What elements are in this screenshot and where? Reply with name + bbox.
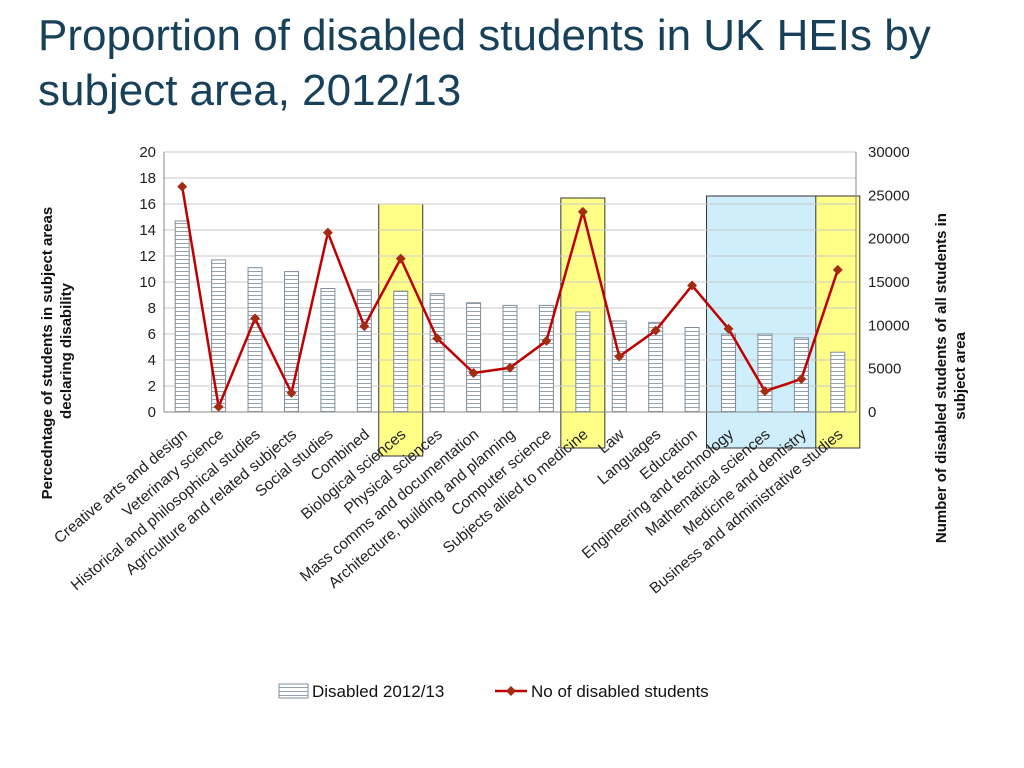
line-point-10 [505, 362, 515, 373]
left-tick-label: 4 [148, 352, 156, 369]
legend-bar-swatch [278, 683, 309, 699]
highlight-box-1 [378, 203, 424, 457]
line-point-11 [541, 335, 552, 346]
right-axis-title-line-1: Number of disabled students of all stude… [933, 213, 950, 543]
line-point-6 [359, 321, 370, 332]
bar-disabled-8 [429, 293, 445, 413]
bar-disabled-1 [174, 220, 190, 413]
left-tick-label: 20 [139, 144, 156, 161]
line-point-12 [577, 206, 588, 217]
left-tick-label: 16 [139, 196, 156, 213]
left-tick-label: 6 [148, 326, 156, 343]
bar-disabled-2 [211, 259, 227, 413]
bar-disabled-9 [466, 302, 482, 413]
right-axis-title-line-2: subject area [952, 332, 969, 420]
left-axis-title: Percedntage of students in subject areas… [39, 203, 75, 500]
bar-disabled-3 [247, 267, 263, 413]
bar-disabled-14 [648, 321, 664, 413]
legend-bar-label: Disabled 2012/13 [312, 682, 444, 701]
line-point-18 [796, 374, 807, 385]
line-point-4 [286, 387, 297, 398]
left-tick-label: 14 [139, 222, 156, 239]
line-point-19 [832, 264, 843, 275]
bar-disabled-19 [830, 351, 846, 413]
line-point-1 [177, 181, 188, 192]
legend-line-marker [506, 686, 516, 696]
legend: Disabled 2012/13 No of disabled students [278, 682, 709, 701]
right-axis-title: Number of disabled students of all stude… [933, 209, 969, 543]
right-tick-label: 25000 [868, 187, 910, 204]
line-point-2 [213, 401, 224, 412]
left-tick-label: 2 [148, 378, 156, 395]
bar-disabled-12 [575, 311, 591, 413]
right-tick-label: 0 [868, 404, 876, 421]
left-axis-title-line-2: declaring disability [58, 282, 75, 419]
bar-disabled-5 [320, 288, 336, 413]
line-point-17 [759, 386, 770, 397]
bar-disabled-17 [757, 333, 773, 413]
left-axis-title-line-1: Percedntage of students in subject areas [39, 207, 56, 500]
right-tick-label: 20000 [868, 231, 910, 248]
bar-disabled-6 [356, 289, 372, 413]
line-point-8 [432, 333, 443, 344]
right-tick-label: 30000 [868, 144, 910, 161]
slide-title: Proportion of disabled students in UK HE… [38, 11, 931, 115]
right-tick-label: 5000 [868, 361, 901, 378]
line-point-13 [614, 351, 625, 362]
bar-disabled-16 [721, 333, 737, 413]
left-tick-label: 8 [148, 300, 156, 317]
line-point-16 [723, 323, 734, 334]
left-tick-label: 18 [139, 170, 156, 187]
legend-line-label: No of disabled students [531, 682, 709, 701]
bar-disabled-15 [684, 327, 700, 413]
line-point-14 [650, 325, 661, 336]
bar-disabled-7 [393, 290, 409, 413]
line-point-5 [322, 227, 333, 238]
bar-disabled-10 [502, 304, 518, 413]
left-tick-label: 10 [139, 274, 156, 291]
line-point-9 [468, 368, 479, 378]
line-point-15 [687, 280, 698, 291]
left-tick-label: 0 [148, 404, 156, 421]
left-tick-label: 12 [139, 248, 156, 265]
right-tick-label: 15000 [868, 274, 910, 291]
right-tick-label: 10000 [868, 317, 910, 334]
